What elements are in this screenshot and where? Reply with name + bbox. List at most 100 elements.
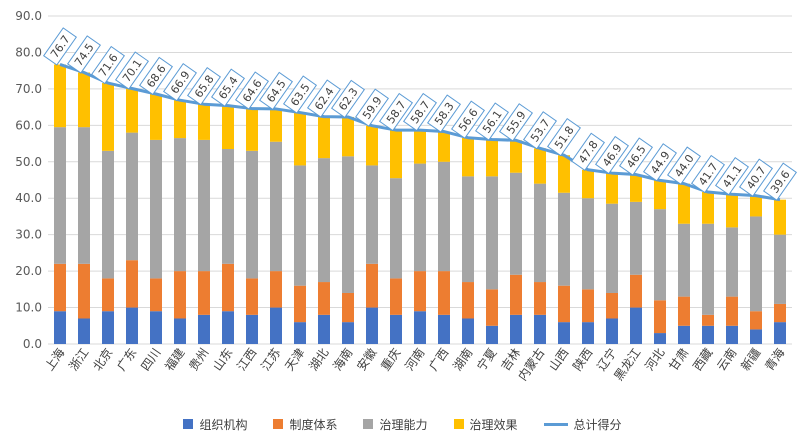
bar-segment xyxy=(774,303,786,323)
bar-segment xyxy=(198,104,210,140)
legend-swatch-effect xyxy=(453,419,464,429)
bar-segment xyxy=(510,314,522,344)
bar-segment xyxy=(558,285,570,323)
total-data-label-box xyxy=(594,135,630,175)
total-data-label-box xyxy=(522,111,558,150)
bar-segment xyxy=(126,307,138,344)
bar-segment xyxy=(726,325,738,344)
bar-segment xyxy=(318,116,330,159)
bar-segment xyxy=(366,263,378,308)
bar-segment xyxy=(486,176,498,290)
total-data-label-box xyxy=(186,66,222,106)
bar-segment xyxy=(726,296,738,326)
bar-segment xyxy=(534,148,546,184)
total-data-label-box xyxy=(234,71,270,110)
bar-segment xyxy=(270,108,282,142)
bar-segment xyxy=(462,282,474,319)
bar-segment xyxy=(174,318,186,344)
total-data-label: 62.3 xyxy=(330,79,366,119)
x-tick-label: 北京 xyxy=(90,346,115,374)
x-tick-label: 广东 xyxy=(114,346,139,374)
bar-segment xyxy=(150,139,162,279)
x-tick-label: 河南 xyxy=(401,345,427,373)
bar-segment xyxy=(462,176,474,283)
bar-segment xyxy=(54,311,66,344)
bar-segment xyxy=(78,263,90,319)
bar-segment xyxy=(750,195,762,217)
bar-segment xyxy=(438,161,450,272)
bar-segment xyxy=(462,137,474,177)
bar-segment xyxy=(78,72,90,128)
x-tick-label: 湖南 xyxy=(449,345,475,373)
total-data-label-box xyxy=(210,68,246,107)
bar-segment xyxy=(78,127,90,264)
total-data-label-box xyxy=(138,56,174,96)
legend-label-effect: 治理效果 xyxy=(469,417,518,432)
legend-label-total: 总计得分 xyxy=(573,417,622,432)
total-data-label-box xyxy=(258,71,294,111)
bar-segment xyxy=(630,307,642,344)
bar-segment xyxy=(630,174,642,202)
bar-segment xyxy=(606,318,618,344)
bar-segment xyxy=(462,318,474,344)
bar-segment xyxy=(606,173,618,204)
total-data-label-box xyxy=(738,158,774,197)
bar-segment xyxy=(198,139,210,272)
bar-segment xyxy=(630,201,642,275)
bar-segment xyxy=(174,271,186,319)
bar-segment xyxy=(102,83,114,151)
bar-segment xyxy=(606,292,618,319)
legend-swatch-system xyxy=(273,419,284,429)
bar-segment xyxy=(318,314,330,344)
bar-segment xyxy=(54,263,66,312)
total-data-label-box xyxy=(306,79,342,118)
bar-segment xyxy=(654,300,666,334)
total-data-label-box xyxy=(570,132,606,172)
total-data-label-box xyxy=(690,154,726,194)
total-data-label-box xyxy=(354,88,390,127)
total-data-label-box xyxy=(498,103,534,142)
bar-segment xyxy=(534,282,546,315)
bar-segment xyxy=(606,203,618,293)
legend-label-system: 制度体系 xyxy=(289,417,338,432)
bar-segment xyxy=(558,155,570,193)
y-tick-label: 20.0 xyxy=(15,264,42,278)
bar-segment xyxy=(342,156,354,293)
x-tick-label: 新疆 xyxy=(737,345,763,373)
bar-segment xyxy=(774,234,786,304)
bar-segment xyxy=(342,322,354,344)
x-tick-label: 重庆 xyxy=(378,346,403,374)
bar-segment xyxy=(270,307,282,344)
bar-segment xyxy=(486,289,498,326)
bar-segment xyxy=(582,169,594,199)
total-data-label-box xyxy=(762,162,798,201)
legend-item-system: 制度体系 xyxy=(273,416,337,433)
bar-segment xyxy=(366,307,378,344)
x-tick-label: 浙江 xyxy=(66,346,91,374)
legend-label-capacity: 治理能力 xyxy=(379,417,428,432)
x-tick-label: 江西 xyxy=(234,346,259,374)
bar-segment xyxy=(294,165,306,286)
total-data-label-box xyxy=(90,45,126,85)
bar-segment xyxy=(246,278,258,315)
x-tick-label: 山东 xyxy=(210,346,235,374)
bar-segment xyxy=(534,183,546,283)
bar-segment xyxy=(414,271,426,312)
x-tick-label: 海南 xyxy=(329,345,355,373)
bar-segment xyxy=(390,130,402,179)
bar-segment xyxy=(102,150,114,279)
bar-segment xyxy=(54,127,66,264)
legend-item-total: 总计得分 xyxy=(543,416,622,433)
x-tick-label: 陕西 xyxy=(569,345,595,373)
total-data-label-box xyxy=(642,143,678,182)
bar-segment xyxy=(150,278,162,312)
bar-segment xyxy=(318,158,330,283)
bar-segment xyxy=(294,322,306,344)
bar-segment xyxy=(510,274,522,315)
bar-segment xyxy=(678,325,690,344)
y-tick-label: 60.0 xyxy=(15,118,42,132)
bar-segment xyxy=(222,311,234,344)
legend-item-effect: 治理效果 xyxy=(453,416,518,433)
bar-segment xyxy=(702,223,714,315)
total-data-label-box xyxy=(114,51,150,90)
